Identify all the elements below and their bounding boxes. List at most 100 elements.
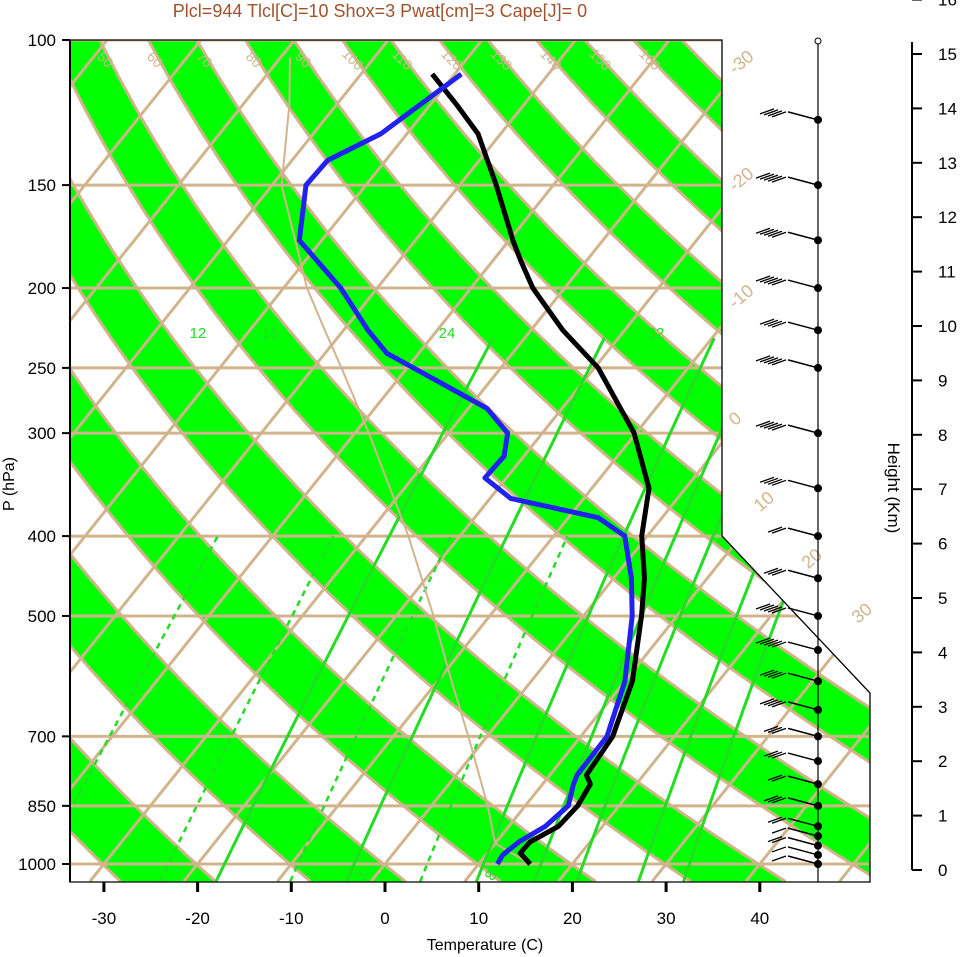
wind-barb-flag	[767, 526, 783, 533]
mixing-ratio-lines	[70, 337, 870, 882]
wind-barb-flag	[767, 700, 783, 707]
wind-barb-flag	[767, 606, 783, 613]
wind-barb-shaft	[787, 855, 819, 865]
wind-barb-flag	[763, 699, 779, 706]
mixing-ratio-label: 24	[439, 325, 456, 342]
wind-barb-flag	[767, 640, 783, 647]
wind-barb-flag	[763, 229, 779, 236]
wind-barb-shaft	[787, 797, 819, 807]
wind-barb-flag	[771, 775, 787, 782]
height-tick-label: 11	[938, 263, 956, 282]
isotherm-line	[557, 40, 870, 882]
temperature-tick-label: -30	[92, 909, 117, 928]
pressure-tick-label: 700	[28, 727, 56, 746]
wind-barb	[755, 227, 819, 241]
wind-barb-flag	[771, 827, 787, 834]
wind-barb-shaft	[787, 569, 819, 579]
temperature-tick-label: -20	[185, 909, 210, 928]
mixing-ratio-label: 32	[648, 325, 665, 342]
temperature-trace	[430, 72, 652, 866]
wind-barb	[755, 275, 819, 289]
wind-barb-flag	[771, 752, 787, 759]
wind-barb-shaft	[787, 827, 819, 837]
wind-barbs	[755, 37, 822, 882]
pressure-tick-label: 300	[28, 424, 56, 443]
wind-barb-flag	[767, 671, 783, 678]
wind-barb-flag	[759, 173, 775, 180]
wind-barb-shaft	[787, 836, 819, 847]
wind-barb	[767, 816, 819, 828]
height-tick-label: 1	[938, 807, 947, 826]
wind-barb	[759, 698, 819, 711]
temperature-tick-label: -10	[279, 909, 304, 928]
y-axis-label: P (hPa)	[1, 457, 18, 511]
wind-barb-flag	[755, 172, 771, 179]
wind-barb-flag	[767, 751, 783, 758]
pressure-tick-label: 400	[28, 527, 56, 546]
isotherm-line	[70, 40, 296, 882]
wind-barb-shaft	[787, 817, 819, 828]
wind-barb-flag	[763, 725, 779, 732]
wind-barb-flag	[771, 846, 787, 853]
wind-barb-shaft	[787, 775, 819, 785]
wind-barb-flag	[759, 669, 775, 676]
dry-adiabat-line	[70, 40, 692, 882]
wind-barb-flag	[767, 726, 783, 733]
wind-barb-flag	[755, 275, 771, 282]
temperature-tick-label: 30	[657, 909, 676, 928]
wind-barb-flag	[759, 698, 775, 705]
wind-barb-shaft	[787, 752, 819, 762]
wind-barb-flag	[763, 174, 779, 181]
wind-barb-flag	[767, 478, 783, 485]
wind-barb	[763, 725, 819, 738]
wind-barb-flag	[767, 110, 783, 117]
pressure-tick-label: 200	[28, 279, 56, 298]
isotherm-line	[650, 40, 870, 882]
dry-adiabat-line	[70, 40, 787, 882]
dry-adiabat-line	[98, 40, 870, 882]
mixing-ratio-dashed-line	[158, 535, 335, 882]
wind-barb-flag	[755, 355, 771, 362]
wind-barb-shaft	[787, 701, 819, 711]
wind-barb-flag	[759, 318, 775, 325]
mixing-ratio-line	[345, 337, 606, 882]
wind-barb-shaft	[787, 176, 819, 186]
wind-barb-shaft	[787, 641, 819, 651]
height-tick-label: 6	[938, 535, 947, 554]
isotherm-line	[70, 40, 390, 882]
mixing-ratio-dashed-line	[289, 535, 452, 882]
height-axis-label: Height (Km)	[884, 443, 903, 534]
wind-barb-flag	[763, 750, 779, 757]
wind-barb-shaft	[787, 479, 819, 490]
pressure-tick-label: 100	[28, 31, 56, 50]
parcel-trace	[280, 57, 531, 865]
dry-adiabat-line	[195, 40, 870, 882]
wind-barb-flag	[763, 639, 779, 646]
mixing-ratio-line	[214, 337, 495, 882]
wind-barb-flag	[767, 423, 783, 430]
wind-barb	[759, 669, 819, 682]
wind-barb	[759, 108, 819, 121]
wind-barb-flag	[763, 605, 779, 612]
wind-barb-flag	[759, 421, 775, 428]
isotherm-label: -20	[725, 163, 758, 195]
wind-barb-flag	[767, 358, 783, 365]
wind-barb-flag	[771, 817, 787, 824]
dry-adiabat-line	[389, 40, 870, 882]
dry-adiabat-line	[70, 40, 597, 882]
wind-barb-flag	[759, 476, 775, 483]
wind-barb-flag	[771, 479, 787, 486]
wind-barb	[771, 855, 819, 865]
wind-barb-flag	[763, 670, 779, 677]
dewpoint-trace	[296, 72, 635, 866]
pressure-tick-label: 250	[28, 359, 56, 378]
wind-barb-flag	[763, 357, 779, 364]
wind-barb-flag	[771, 797, 787, 804]
dry-adiabat-line	[70, 40, 407, 882]
wind-barb-flag	[767, 816, 783, 823]
wind-barb-shaft	[787, 672, 819, 682]
wind-barb	[767, 774, 819, 785]
wind-barb	[755, 172, 819, 186]
wind-barb-flag	[767, 320, 783, 327]
